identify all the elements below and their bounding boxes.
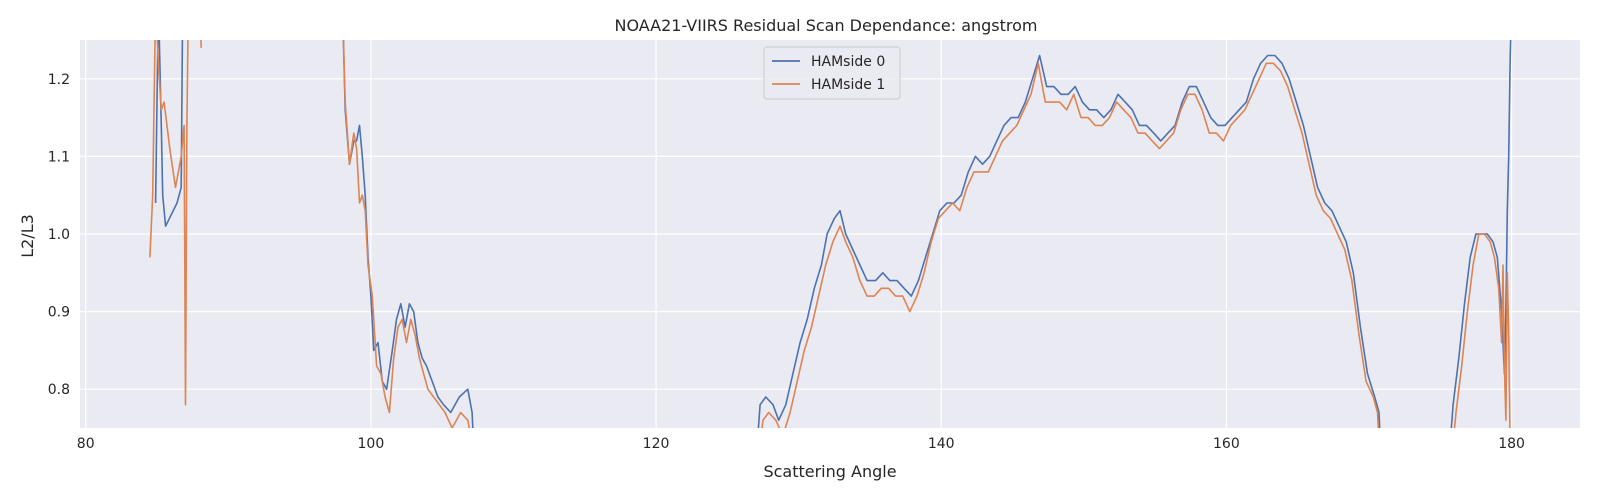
y-tick-labels: 0.8 0.9 1.0 1.1 1.2: [48, 72, 70, 398]
series-line-1: [761, 62, 1380, 428]
x-tick-label: 80: [77, 436, 95, 452]
series-line-0: [1450, 40, 1512, 428]
chart-title: NOAA21-VIIRS Residual Scan Dependance: a…: [614, 16, 1037, 35]
series-line-0: [342, 40, 474, 428]
y-tick-label: 1.2: [48, 72, 70, 88]
x-tick-label: 180: [1498, 436, 1525, 452]
series-line-1: [149, 40, 189, 406]
y-tick-label: 0.9: [48, 305, 70, 321]
y-tick-label: 1.1: [48, 149, 70, 165]
series-line-1: [1453, 233, 1511, 428]
x-tick-label: 160: [1213, 436, 1240, 452]
y-axis-label: L2/L3: [18, 214, 37, 258]
series-lines: [149, 40, 1512, 428]
x-tick-label: 140: [928, 436, 955, 452]
series-line-0: [154, 40, 184, 227]
legend-box: [763, 46, 901, 100]
legend-label: HAMside 0: [811, 54, 885, 70]
y-tick-label: 1.0: [48, 227, 70, 243]
series-line-0: [757, 54, 1381, 428]
x-tick-labels: 80 100 120 140 160 180: [77, 436, 1525, 452]
y-tick-label: 0.8: [48, 382, 70, 398]
legend: HAMside 0 HAMside 1: [763, 46, 901, 100]
series-line-1: [342, 40, 471, 428]
x-tick-label: 100: [358, 436, 385, 452]
legend-label: HAMside 1: [811, 77, 885, 93]
x-tick-label: 120: [643, 436, 670, 452]
x-axis-label: Scattering Angle: [763, 462, 896, 481]
series-line-1: [200, 40, 202, 48]
